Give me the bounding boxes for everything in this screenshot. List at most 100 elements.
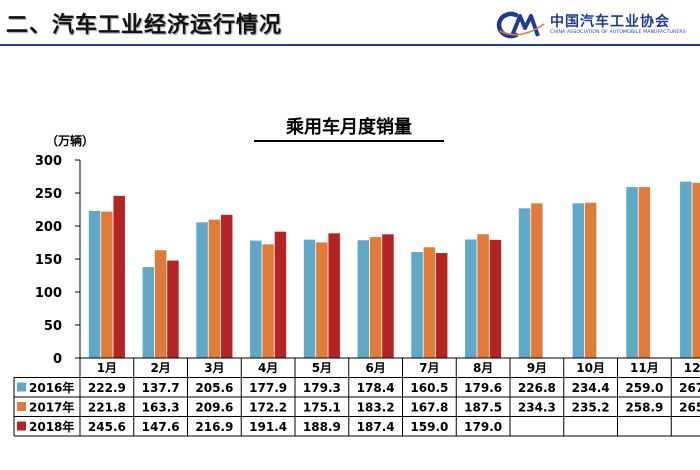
bar-2016年-9月 [518, 208, 531, 358]
legend-swatch-2016年 [17, 382, 26, 392]
bar-2018年-1月 [113, 195, 125, 358]
data-label: 258.9 [625, 401, 663, 415]
data-label: 159.0 [410, 420, 448, 434]
chart-title: 乘用车月度销量 [254, 116, 444, 142]
bar-2017年-9月 [531, 203, 543, 358]
bar-2017年-7月 [423, 247, 436, 358]
legend-swatch-2017年 [17, 402, 26, 411]
y-tick-label: 200 [35, 220, 62, 235]
data-label: 183.2 [357, 401, 395, 415]
y-tick-label: 100 [35, 286, 62, 301]
bar-2018年-3月 [220, 214, 233, 358]
data-label: 137.7 [142, 381, 180, 395]
bar-2018年-7月 [435, 253, 448, 358]
data-label: 221.8 [88, 401, 126, 415]
axes-layer: 0 50 100 150 200 250 300 [35, 154, 81, 367]
data-table: 1月 2月 3月 4月 5月 6月 7月 8月 9月 10月 11月 12月 2016年 222.9 137… [13, 357, 700, 437]
data-label: 245.6 [88, 420, 126, 434]
bar-2016年-1月 [88, 210, 101, 358]
data-label: 267.2 [679, 381, 700, 395]
bar-2016年-3月 [196, 222, 208, 358]
legend-label: 2016年 [29, 380, 74, 395]
x-tick-label: 8月 [473, 361, 493, 375]
logo-english-name: CHINA ASSOCIATION OF AUTOMOBILE MANUFACT… [550, 30, 686, 35]
data-label: 178.4 [357, 381, 395, 395]
header-bar: 二、汽车工业经济运行情况 中国汽车工业协会 CHINA ASSOCIATION … [0, 0, 700, 46]
data-label: 235.2 [572, 401, 610, 415]
caam-logo: 中国汽车工业协会 CHINA ASSOCIATION OF AUTOMOBILE… [494, 8, 694, 42]
bar-2017年-1月 [101, 211, 113, 358]
bar-2016年-2月 [142, 267, 155, 358]
bar-2018年-8月 [489, 239, 502, 358]
bar-2017年-4月 [262, 244, 274, 358]
x-tick-label: 2月 [150, 361, 170, 375]
header-divider [0, 44, 700, 46]
bar-2016年-5月 [303, 239, 316, 358]
y-tick-label: 250 [35, 187, 62, 202]
data-label: 175.1 [303, 401, 341, 415]
logo-chinese-name: 中国汽车工业协会 [550, 14, 670, 30]
data-label: 179.3 [303, 381, 341, 395]
bar-2017年-11月 [638, 187, 651, 358]
data-label: 222.9 [88, 381, 126, 395]
data-label: 177.9 [249, 381, 287, 395]
data-label: 205.6 [195, 381, 233, 395]
legend-label: 2018年 [29, 419, 74, 434]
data-label: 234.3 [518, 401, 556, 415]
y-axis-unit-label: （万辆） [46, 134, 95, 148]
data-label: 179.0 [464, 420, 502, 434]
data-label: 265.3 [679, 401, 700, 415]
data-label: 187.5 [464, 401, 502, 415]
bar-2018年-2月 [167, 260, 179, 358]
data-label: 172.2 [249, 401, 287, 415]
bar-2018年-4月 [274, 231, 287, 358]
bar-2016年-11月 [626, 187, 638, 358]
x-tick-label: 10月 [576, 361, 605, 375]
data-label: 191.4 [249, 420, 287, 434]
data-label: 179.6 [464, 381, 502, 395]
legend-swatch-2018年 [17, 421, 26, 431]
data-label: 163.3 [142, 401, 180, 415]
page-title: 二、汽车工业经济运行情况 [6, 13, 283, 38]
data-label: 160.5 [410, 381, 448, 395]
x-tick-label: 1月 [97, 361, 117, 375]
y-tick-label: 50 [44, 319, 62, 334]
data-label: 167.8 [410, 401, 448, 415]
bar-2017年-12月 [692, 182, 700, 358]
bar-2016年-8月 [465, 239, 477, 358]
bar-2017年-2月 [154, 250, 167, 358]
x-tick-label: 11月 [630, 361, 659, 375]
bar-2016年-10月 [572, 203, 585, 358]
bar-2017年-8月 [477, 234, 489, 358]
x-tick-label: 7月 [419, 361, 439, 375]
x-tick-label: 4月 [258, 361, 278, 375]
x-tick-label: 9月 [527, 361, 547, 375]
bar-2017年-3月 [208, 219, 221, 358]
bar-2018年-5月 [328, 233, 340, 358]
caam-logo-icon [496, 11, 545, 39]
bars-layer [88, 181, 700, 358]
x-tick-label: 5月 [312, 361, 332, 375]
bar-2017年-5月 [316, 242, 328, 358]
x-tick-label: 12月 [684, 361, 700, 375]
legend-label: 2017年 [29, 400, 74, 415]
bar-2017年-10月 [584, 202, 597, 358]
x-tick-label: 6月 [365, 361, 385, 375]
data-label: 188.9 [303, 420, 341, 434]
y-tick-label: 300 [35, 154, 62, 169]
data-label: 209.6 [195, 401, 233, 415]
bar-2016年-4月 [250, 240, 262, 358]
data-label: 259.0 [625, 381, 663, 395]
data-label: 216.9 [195, 420, 233, 434]
bar-2016年-6月 [357, 240, 370, 358]
y-tick-label: 0 [53, 352, 62, 367]
data-label: 147.6 [142, 420, 180, 434]
bar-2016年-12月 [680, 181, 692, 358]
bar-2016年-7月 [411, 252, 423, 358]
data-label: 234.4 [572, 381, 610, 395]
bar-2018年-6月 [382, 234, 394, 358]
bar-2017年-6月 [369, 237, 382, 358]
data-label: 187.4 [357, 420, 395, 434]
x-tick-label: 3月 [204, 361, 224, 375]
